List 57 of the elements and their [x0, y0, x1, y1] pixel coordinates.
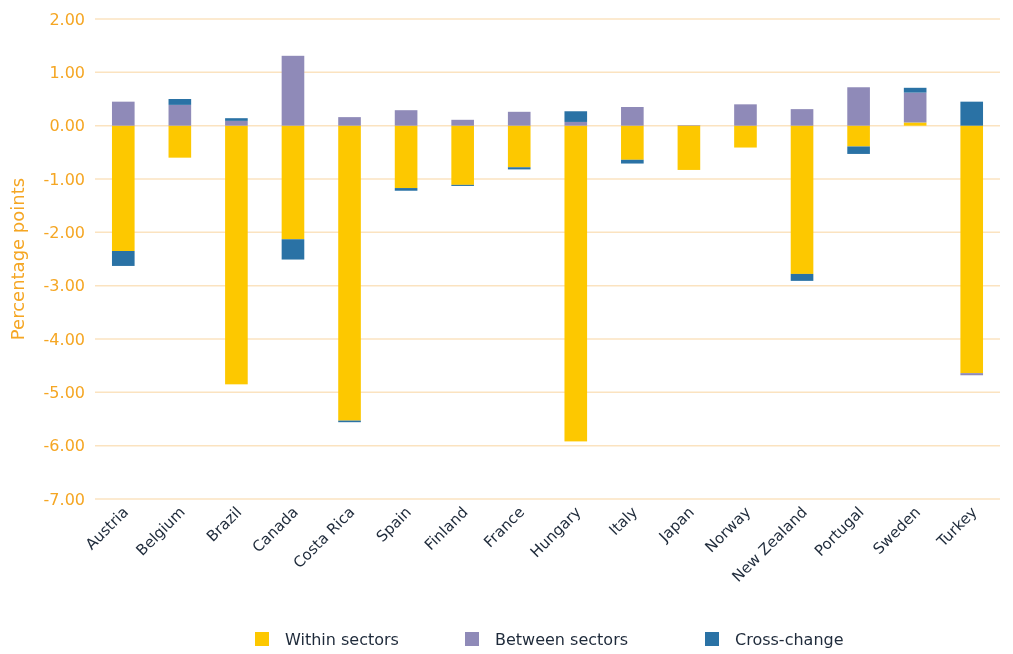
- y-tick-label: 1.00: [49, 62, 85, 82]
- bar: [225, 125, 248, 385]
- bar: [790, 109, 814, 126]
- bar: [225, 120, 248, 126]
- bar: [621, 107, 644, 126]
- y-tick-label: -7.00: [43, 489, 85, 509]
- bar: [451, 119, 474, 126]
- y-tick-label: -6.00: [43, 436, 85, 456]
- legend-label: Within sectors: [285, 630, 399, 649]
- bar: [394, 188, 418, 191]
- bar: [281, 55, 305, 126]
- bar: [903, 92, 927, 123]
- y-tick-label: -1.00: [43, 169, 85, 189]
- bar: [168, 104, 192, 126]
- bar: [111, 101, 135, 126]
- bar: [847, 146, 870, 154]
- bar: [168, 125, 192, 158]
- y-tick-label: 0.00: [49, 116, 85, 136]
- bar: [111, 251, 135, 266]
- legend-label: Cross-change: [735, 630, 844, 649]
- bar: [564, 121, 588, 126]
- bar: [790, 273, 814, 281]
- bar: [960, 373, 984, 376]
- y-tick-label: -3.00: [43, 276, 85, 296]
- bar: [847, 87, 870, 126]
- bar: [621, 125, 644, 160]
- bar: [734, 125, 757, 148]
- bar: [338, 125, 361, 421]
- y-tick-label: -4.00: [43, 329, 85, 349]
- bar: [338, 117, 361, 126]
- y-axis-title: Percentage points: [7, 177, 28, 341]
- bar: [111, 125, 135, 251]
- legend-label: Between sectors: [495, 630, 629, 649]
- bar: [621, 159, 644, 164]
- bar: [564, 111, 588, 122]
- bar: [281, 125, 305, 240]
- bar: [960, 125, 984, 374]
- y-tick-label: 2.00: [49, 9, 85, 29]
- bar: [903, 122, 927, 126]
- bar: [507, 167, 531, 170]
- y-tick-label: -2.00: [43, 222, 85, 242]
- bar: [451, 125, 474, 185]
- bar: [281, 239, 305, 260]
- bar: [677, 125, 701, 170]
- bar: [847, 125, 870, 147]
- bar: [564, 125, 588, 442]
- bar: [394, 110, 418, 126]
- bar: [507, 125, 531, 168]
- bar: [734, 104, 757, 126]
- bar: [960, 101, 984, 126]
- bar: [225, 118, 248, 121]
- bar: [394, 125, 418, 189]
- bar: [507, 111, 531, 126]
- y-tick-label: -5.00: [43, 382, 85, 402]
- bar: [168, 99, 192, 105]
- bar: [790, 125, 814, 274]
- bar: [903, 87, 927, 93]
